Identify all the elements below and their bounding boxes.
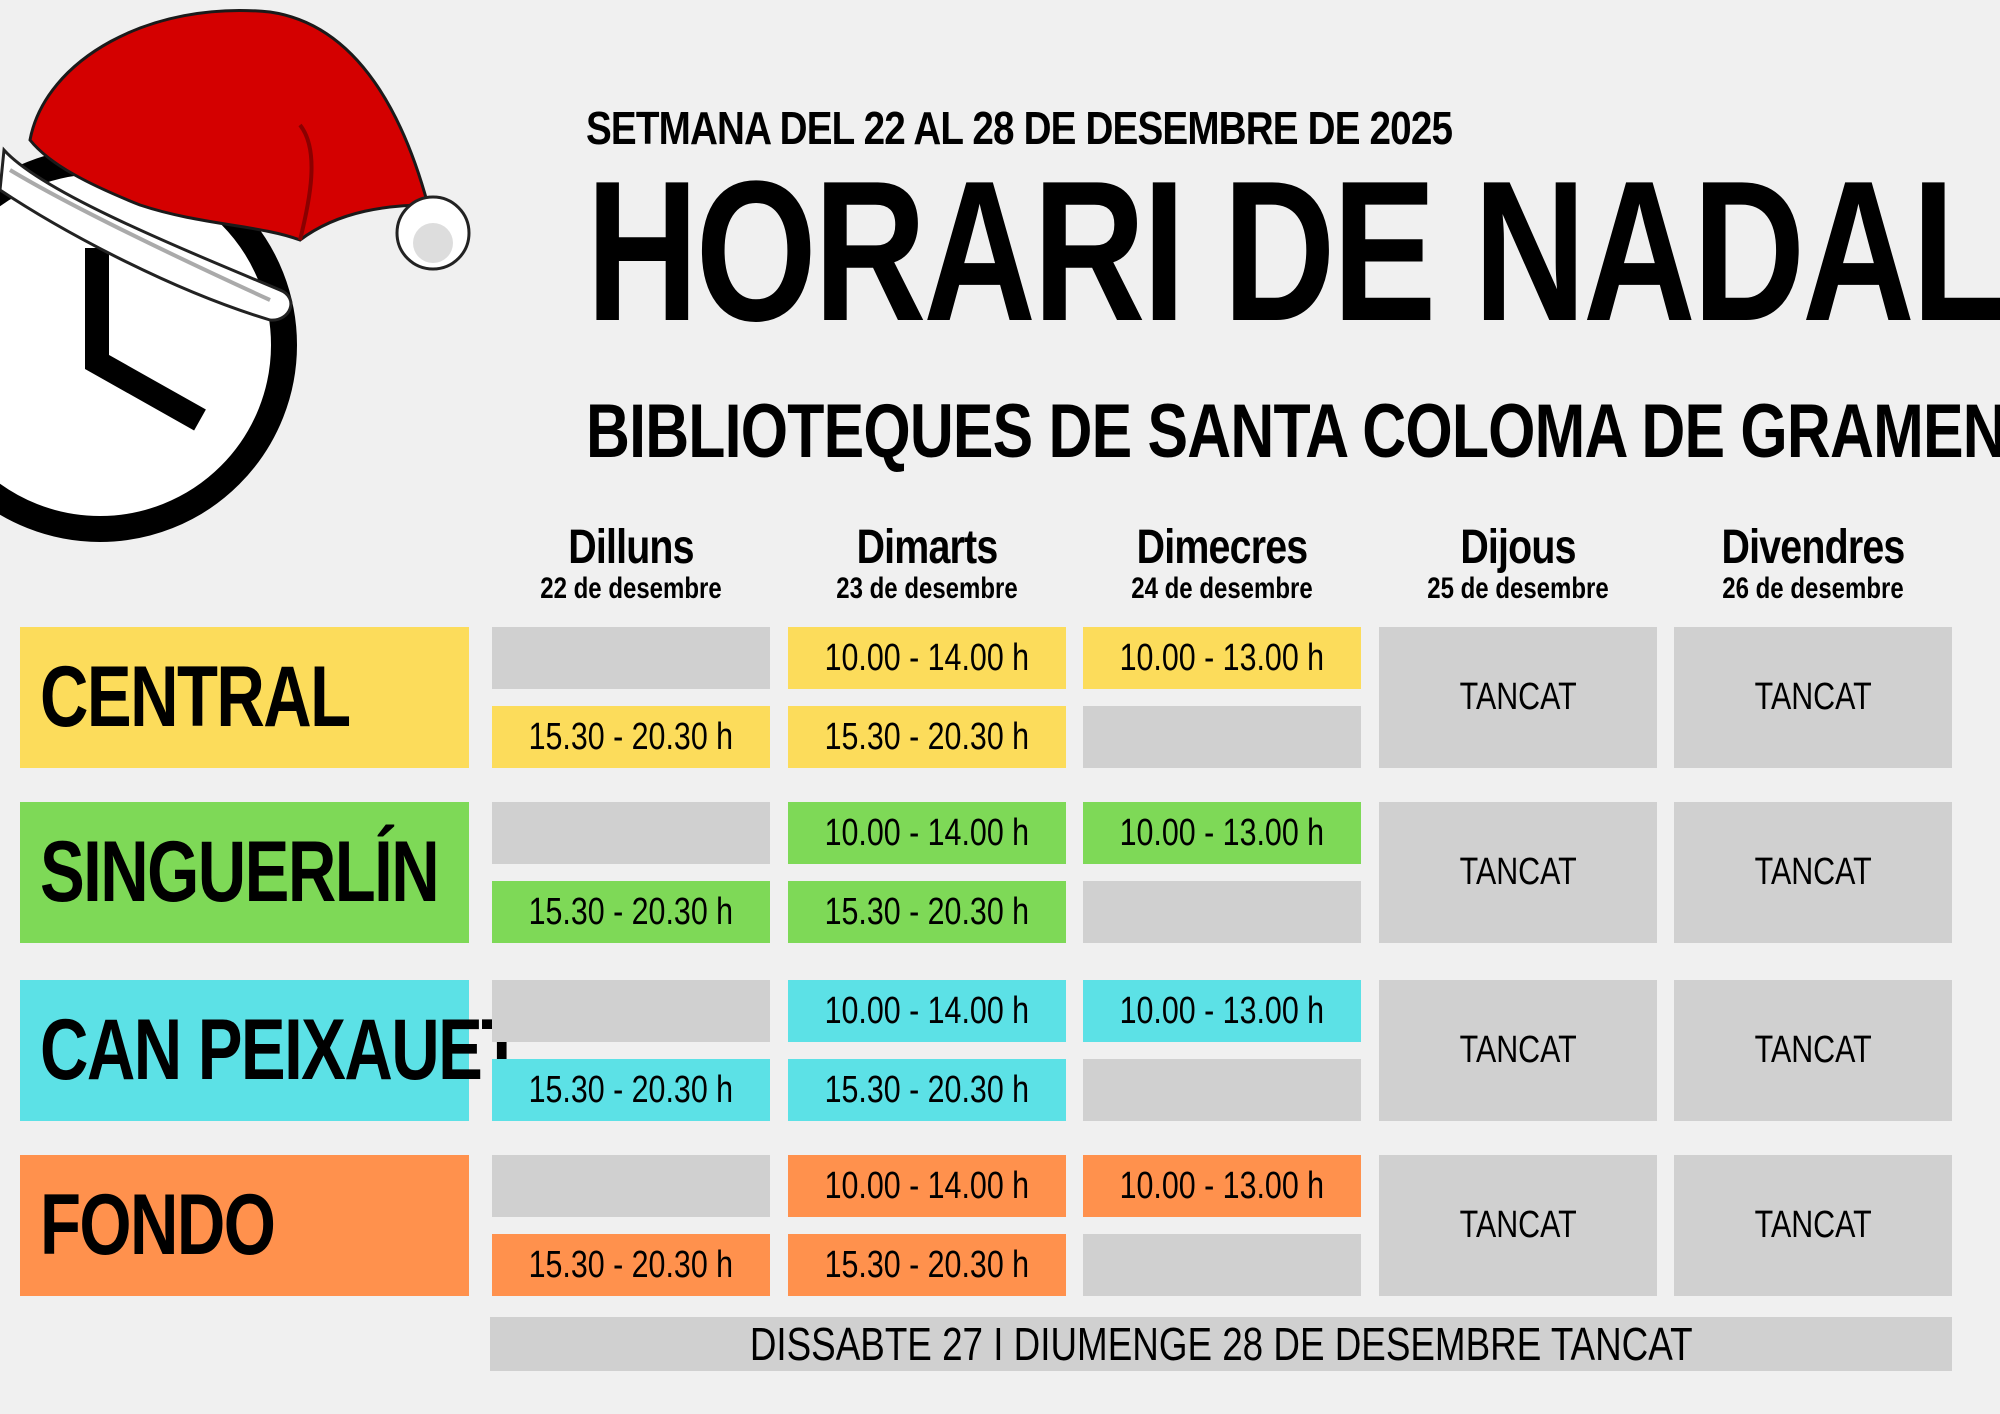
library-central: CENTRAL <box>20 627 469 768</box>
time-label: 15.30 - 20.30 h <box>824 715 1030 758</box>
closed-label: TANCAT <box>1754 1029 1872 1071</box>
day-date: 22 de desembre <box>540 572 722 605</box>
day-name: Dilluns <box>568 521 694 574</box>
dilluns-afternoon-cell: 15.30 - 20.30 h <box>492 1059 770 1121</box>
weekend-closed-text: DISSABTE 27 I DIUMENGE 28 DE DESEMBRE TA… <box>749 1318 1693 1370</box>
dimarts-afternoon-cell: 15.30 - 20.30 h <box>788 706 1066 768</box>
time-label: 10.00 - 13.00 h <box>1119 811 1325 854</box>
time-label: 10.00 - 13.00 h <box>1119 989 1325 1032</box>
divendres-closed-cell: TANCAT <box>1674 802 1952 943</box>
closed-label: TANCAT <box>1459 676 1577 718</box>
libraries-heading: BIBLIOTEQUES DE SANTA COLOMA DE GRAMENET <box>586 389 2000 474</box>
dilluns-morning-cell <box>492 1155 770 1217</box>
closed-label: TANCAT <box>1459 1204 1577 1246</box>
dimecres-afternoon-cell <box>1083 881 1361 943</box>
dimecres-morning-cell: 10.00 - 13.00 h <box>1083 980 1361 1042</box>
dijous-closed-cell: TANCAT <box>1379 980 1657 1121</box>
dimecres-afternoon-cell <box>1083 706 1361 768</box>
day-date: 24 de desembre <box>1131 572 1313 605</box>
day-name: Dimecres <box>1136 521 1308 574</box>
day-date: 25 de desembre <box>1427 572 1609 605</box>
time-label: 15.30 - 20.30 h <box>824 890 1030 933</box>
time-label: 10.00 - 14.00 h <box>824 811 1030 854</box>
library-singuerlin: SINGUERLÍN <box>20 802 469 943</box>
time-label: 10.00 - 14.00 h <box>824 1164 1030 1207</box>
time-label: 15.30 - 20.30 h <box>824 1068 1030 1111</box>
clock-with-santa-hat-illustration <box>0 9 471 542</box>
time-label: 15.30 - 20.30 h <box>528 715 734 758</box>
weekend-closed-banner: DISSABTE 27 I DIUMENGE 28 DE DESEMBRE TA… <box>490 1317 1952 1371</box>
divendres-closed-cell: TANCAT <box>1674 980 1952 1121</box>
closed-label: TANCAT <box>1754 676 1872 718</box>
day-header-dilluns: Dilluns 22 de desembre <box>492 522 770 604</box>
time-label: 10.00 - 13.00 h <box>1119 1164 1325 1207</box>
library-fondo: FONDO <box>20 1155 469 1296</box>
dimarts-afternoon-cell: 15.30 - 20.30 h <box>788 881 1066 943</box>
dilluns-morning-cell <box>492 980 770 1042</box>
santa-hat-icon <box>0 9 471 322</box>
time-label: 10.00 - 14.00 h <box>824 989 1030 1032</box>
closed-label: TANCAT <box>1459 1029 1577 1071</box>
time-label: 15.30 - 20.30 h <box>824 1243 1030 1286</box>
dimarts-morning-cell: 10.00 - 14.00 h <box>788 1155 1066 1217</box>
library-name: FONDO <box>40 1177 276 1273</box>
day-header-dimarts: Dimarts 23 de desembre <box>788 522 1066 604</box>
dimarts-morning-cell: 10.00 - 14.00 h <box>788 627 1066 689</box>
closed-label: TANCAT <box>1459 851 1577 893</box>
dimecres-afternoon-cell <box>1083 1234 1361 1296</box>
dimarts-afternoon-cell: 15.30 - 20.30 h <box>788 1059 1066 1121</box>
dimecres-morning-cell: 10.00 - 13.00 h <box>1083 627 1361 689</box>
dimarts-afternoon-cell: 15.30 - 20.30 h <box>788 1234 1066 1296</box>
library-name: CENTRAL <box>40 649 351 745</box>
divendres-closed-cell: TANCAT <box>1674 1155 1952 1296</box>
time-label: 15.30 - 20.30 h <box>528 1243 734 1286</box>
time-label: 15.30 - 20.30 h <box>528 1068 734 1111</box>
day-date: 26 de desembre <box>1722 572 1904 605</box>
time-label: 10.00 - 13.00 h <box>1119 636 1325 679</box>
day-header-dimecres: Dimecres 24 de desembre <box>1083 522 1361 604</box>
week-subtitle: SETMANA DEL 22 AL 28 DE DESEMBRE DE 2025 <box>586 102 1453 154</box>
time-label: 15.30 - 20.30 h <box>528 890 734 933</box>
day-header-divendres: Divendres 26 de desembre <box>1674 522 1952 604</box>
dijous-closed-cell: TANCAT <box>1379 1155 1657 1296</box>
day-date: 23 de desembre <box>836 572 1018 605</box>
dilluns-morning-cell <box>492 627 770 689</box>
library-name: CAN PEIXAUET <box>40 1002 522 1098</box>
dimarts-morning-cell: 10.00 - 14.00 h <box>788 980 1066 1042</box>
dilluns-afternoon-cell: 15.30 - 20.30 h <box>492 881 770 943</box>
dimecres-afternoon-cell <box>1083 1059 1361 1121</box>
dilluns-afternoon-cell: 15.30 - 20.30 h <box>492 706 770 768</box>
page-title: HORARI DE NADAL <box>586 140 2000 363</box>
dilluns-morning-cell <box>492 802 770 864</box>
time-label: 10.00 - 14.00 h <box>824 636 1030 679</box>
day-name: Divendres <box>1721 521 1906 574</box>
closed-label: TANCAT <box>1754 1204 1872 1246</box>
dimecres-morning-cell: 10.00 - 13.00 h <box>1083 1155 1361 1217</box>
day-name: Dimarts <box>856 521 999 574</box>
day-header-dijous: Dijous 25 de desembre <box>1379 522 1657 604</box>
day-name: Dijous <box>1460 521 1576 574</box>
dilluns-afternoon-cell: 15.30 - 20.30 h <box>492 1234 770 1296</box>
library-name: SINGUERLÍN <box>40 824 440 920</box>
dimecres-morning-cell: 10.00 - 13.00 h <box>1083 802 1361 864</box>
library-can-peixauet: CAN PEIXAUET <box>20 980 522 1121</box>
divendres-closed-cell: TANCAT <box>1674 627 1952 768</box>
dimarts-morning-cell: 10.00 - 14.00 h <box>788 802 1066 864</box>
dijous-closed-cell: TANCAT <box>1379 627 1657 768</box>
closed-label: TANCAT <box>1754 851 1872 893</box>
dijous-closed-cell: TANCAT <box>1379 802 1657 943</box>
